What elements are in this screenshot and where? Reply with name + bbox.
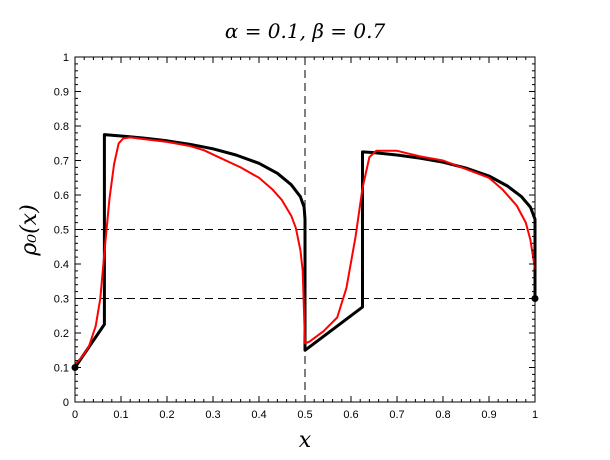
series-layer bbox=[73, 133, 537, 369]
x-tick-label: 0.2 bbox=[159, 409, 174, 421]
y-axis-label: ρ₀(x) bbox=[17, 204, 42, 256]
x-tick-label: 0.5 bbox=[297, 409, 312, 421]
series-line-red bbox=[74, 136, 536, 365]
chart-title: α = 0.1, β = 0.7 bbox=[225, 19, 386, 43]
y-tick-label: 0.8 bbox=[54, 121, 69, 133]
y-tick-label: 0.4 bbox=[54, 259, 69, 271]
y-tick-label: 1 bbox=[63, 52, 69, 64]
x-tick-label: 0 bbox=[72, 409, 78, 421]
x-tick-label: 0.6 bbox=[343, 409, 358, 421]
y-tick-label: 0.5 bbox=[54, 225, 69, 237]
x-tick-label: 0.4 bbox=[251, 409, 266, 421]
x-axis-label: x bbox=[299, 428, 312, 453]
x-tick-label: 0.8 bbox=[435, 409, 450, 421]
x-tick-label: 1 bbox=[532, 409, 538, 421]
series-line-black bbox=[73, 133, 537, 369]
y-tick-label: 0.2 bbox=[54, 328, 69, 340]
y-tick-label: 0.6 bbox=[54, 190, 69, 202]
y-tick-label: 0.3 bbox=[54, 294, 69, 306]
x-tick-label: 0.1 bbox=[113, 409, 128, 421]
y-tick-label: 0.1 bbox=[54, 363, 69, 375]
y-tick-label: 0.9 bbox=[54, 87, 69, 99]
x-tick-label: 0.7 bbox=[389, 409, 404, 421]
y-tick-label: 0.7 bbox=[54, 156, 69, 168]
x-tick-label: 0.3 bbox=[205, 409, 220, 421]
x-tick-label: 0.9 bbox=[481, 409, 496, 421]
y-tick-label: 0 bbox=[63, 397, 69, 409]
y-axis: 0 0.1 0.2 0.3 0.4 0.5 0.6 0.7 0.8 0.9 1 bbox=[54, 52, 535, 409]
x-axis: 0 0.1 0.2 0.3 0.4 0.5 0.6 0.7 0.8 0.9 1 bbox=[72, 57, 538, 421]
